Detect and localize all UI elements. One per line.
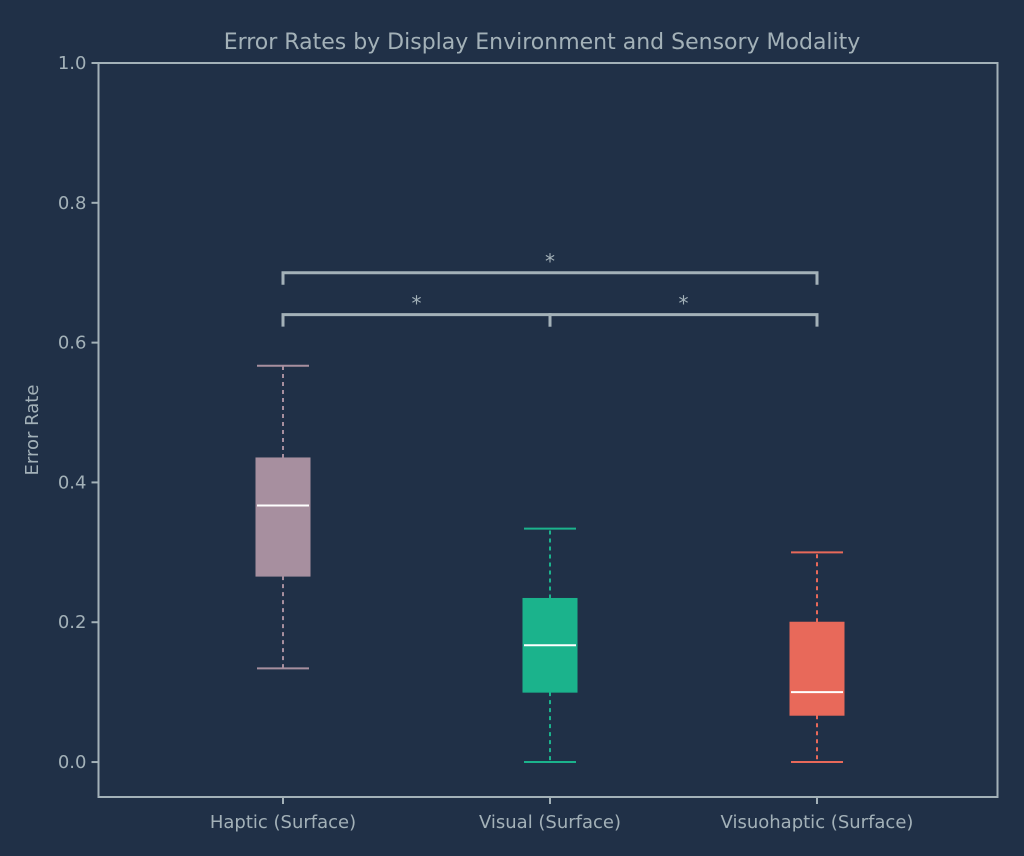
significance-label: * bbox=[412, 292, 422, 316]
y-tick-label: 0.2 bbox=[58, 612, 87, 633]
iqr-box bbox=[789, 621, 845, 716]
y-axis-label: Error Rate bbox=[22, 385, 43, 476]
y-tick-label: 0.0 bbox=[58, 752, 87, 773]
significance-label: * bbox=[679, 292, 689, 316]
box-visuohaptic-surface bbox=[789, 551, 845, 764]
y-tick-label: 1.0 bbox=[58, 53, 87, 74]
plot-frame bbox=[97, 62, 999, 798]
y-tick-label: 0.6 bbox=[58, 333, 87, 354]
significance-bracket bbox=[548, 313, 819, 327]
significance-bracket bbox=[281, 313, 552, 327]
y-tick-label: 0.4 bbox=[58, 472, 87, 493]
chart-title: Error Rates by Display Environment and S… bbox=[224, 30, 861, 55]
box-haptic-surface bbox=[255, 364, 311, 670]
significance-label: * bbox=[545, 250, 555, 274]
x-tick-label: Visual (Surface) bbox=[479, 812, 621, 833]
x-tick-label: Haptic (Surface) bbox=[210, 812, 356, 833]
x-tick-label: Visuohaptic (Surface) bbox=[721, 812, 914, 833]
box-visual-surface bbox=[522, 527, 578, 764]
y-tick-label: 0.8 bbox=[58, 193, 87, 214]
significance-bracket bbox=[281, 271, 819, 285]
iqr-box bbox=[255, 457, 311, 577]
